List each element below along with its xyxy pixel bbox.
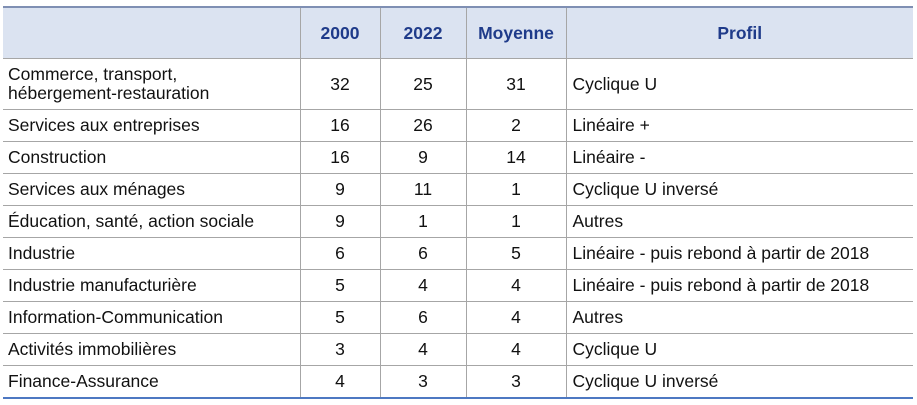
cell-moyenne: 2 — [465, 109, 567, 142]
cell-2000: 3 — [299, 333, 381, 366]
cell-2000: 6 — [299, 237, 381, 270]
table-header: 2000 2022 Moyenne Profil — [3, 6, 913, 59]
table-row: Industrie manufacturière 5 4 4 Linéaire … — [3, 269, 913, 302]
cell-2000: 5 — [299, 301, 381, 334]
row-label: Services aux ménages — [3, 173, 301, 206]
cell-profil: Cyclique U inversé — [565, 365, 913, 399]
table-row: Services aux ménages 9 11 1 Cyclique U i… — [3, 173, 913, 206]
cell-2022: 25 — [379, 58, 467, 110]
cell-2022: 3 — [379, 365, 467, 399]
cell-profil: Linéaire - puis rebond à partir de 2018 — [565, 269, 913, 302]
row-label-line1: Commerce, transport, — [8, 64, 178, 84]
header-2022: 2022 — [379, 6, 467, 59]
cell-profil: Autres — [565, 301, 913, 334]
cell-2022: 4 — [379, 269, 467, 302]
table-row: Industrie 6 6 5 Linéaire - puis rebond à… — [3, 237, 913, 270]
table-row: Finance-Assurance 4 3 3 Cyclique U inver… — [3, 365, 913, 399]
cell-profil: Linéaire - — [565, 141, 913, 174]
cell-2022: 6 — [379, 301, 467, 334]
row-label: Construction — [3, 141, 301, 174]
cell-moyenne: 1 — [465, 173, 567, 206]
cell-2022: 4 — [379, 333, 467, 366]
row-label: Activités immobilières — [3, 333, 301, 366]
header-label — [3, 6, 301, 59]
row-label: Industrie — [3, 237, 301, 270]
cell-2022: 26 — [379, 109, 467, 142]
header-row: 2000 2022 Moyenne Profil — [3, 6, 913, 59]
cell-2000: 4 — [299, 365, 381, 399]
cell-moyenne: 1 — [465, 205, 567, 238]
cell-moyenne: 5 — [465, 237, 567, 270]
cell-profil: Autres — [565, 205, 913, 238]
cell-moyenne: 4 — [465, 333, 567, 366]
cell-moyenne: 4 — [465, 269, 567, 302]
cell-moyenne: 4 — [465, 301, 567, 334]
cell-2022: 9 — [379, 141, 467, 174]
cell-2000: 16 — [299, 141, 381, 174]
cell-profil: Cyclique U inversé — [565, 173, 913, 206]
header-2000: 2000 — [299, 6, 381, 59]
table-row: Services aux entreprises 16 26 2 Linéair… — [3, 109, 913, 142]
table-row: Construction 16 9 14 Linéaire - — [3, 141, 913, 174]
header-profil: Profil — [565, 6, 913, 59]
cell-2022: 6 — [379, 237, 467, 270]
cell-2000: 5 — [299, 269, 381, 302]
table-row: Information-Communication 5 6 4 Autres — [3, 301, 913, 334]
row-label: Finance-Assurance — [3, 365, 301, 399]
row-label: Industrie manufacturière — [3, 269, 301, 302]
table-row: Commerce, transport, hébergement-restaur… — [3, 58, 913, 110]
cell-2000: 9 — [299, 205, 381, 238]
cell-profil: Cyclique U — [565, 333, 913, 366]
cell-2000: 32 — [299, 58, 381, 110]
row-label: Éducation, santé, action sociale — [3, 205, 301, 238]
row-label: Information-Communication — [3, 301, 301, 334]
cell-profil: Linéaire + — [565, 109, 913, 142]
row-label: Services aux entreprises — [3, 109, 301, 142]
cell-moyenne: 31 — [465, 58, 567, 110]
table-body: Commerce, transport, hébergement-restaur… — [3, 58, 913, 399]
row-label: Commerce, transport, hébergement-restaur… — [3, 58, 301, 110]
sector-table: 2000 2022 Moyenne Profil Commerce, trans… — [3, 6, 913, 399]
cell-moyenne: 14 — [465, 141, 567, 174]
table-row: Activités immobilières 3 4 4 Cyclique U — [3, 333, 913, 366]
table-row: Éducation, santé, action sociale 9 1 1 A… — [3, 205, 913, 238]
cell-moyenne: 3 — [465, 365, 567, 399]
cell-profil: Linéaire - puis rebond à partir de 2018 — [565, 237, 913, 270]
cell-2000: 16 — [299, 109, 381, 142]
cell-profil: Cyclique U — [565, 58, 913, 110]
header-moyenne: Moyenne — [465, 6, 567, 59]
row-label-line2: hébergement-restauration — [8, 83, 210, 103]
cell-2000: 9 — [299, 173, 381, 206]
cell-2022: 11 — [379, 173, 467, 206]
cell-2022: 1 — [379, 205, 467, 238]
